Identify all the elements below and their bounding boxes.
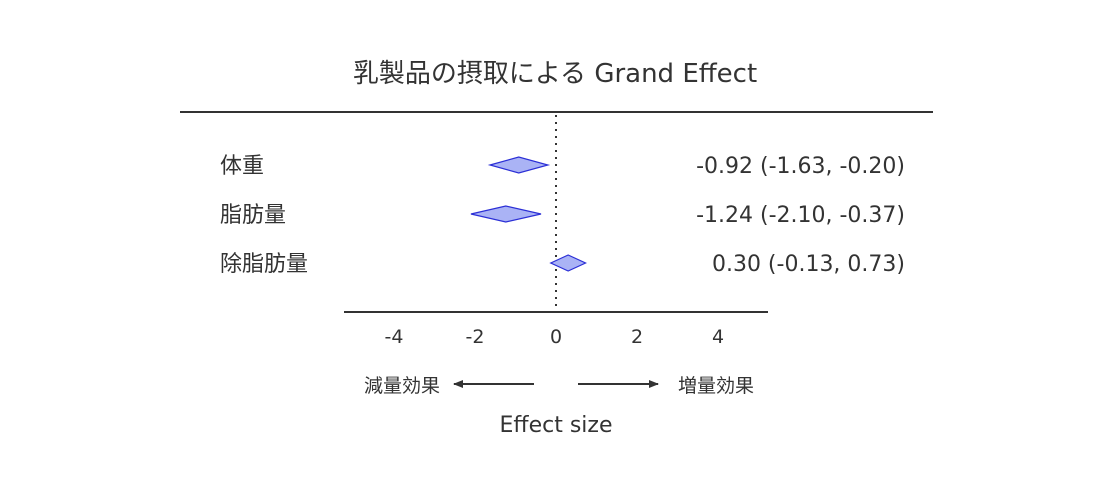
direction-left-label: 減量効果 [364, 375, 440, 397]
direction-right-label: 増量効果 [678, 375, 754, 397]
x-tick-label: 4 [712, 326, 724, 348]
x-tick-label: -4 [385, 326, 404, 348]
forest-row: 脂肪量 -1.24 (-2.10, -0.37) [220, 203, 905, 228]
chart-title: 乳製品の摂取による Grand Effect [353, 59, 757, 89]
row-label: 脂肪量 [220, 203, 286, 228]
effect-diamond [549, 254, 588, 272]
effect-diamond [470, 205, 542, 223]
x-tick-label: 0 [550, 326, 562, 348]
row-ci-text: 0.30 (-0.13, 0.73) [712, 252, 905, 277]
effect-diamond [487, 156, 551, 174]
forest-row: 体重 -0.92 (-1.63, -0.20) [220, 154, 905, 179]
x-axis-label: Effect size [500, 413, 613, 438]
row-label: 除脂肪量 [220, 252, 308, 277]
x-tick-label: 2 [631, 326, 643, 348]
row-ci-text: -0.92 (-1.63, -0.20) [696, 154, 905, 179]
row-ci-text: -1.24 (-2.10, -0.37) [696, 203, 905, 228]
x-tick-label: -2 [466, 326, 485, 348]
row-label: 体重 [220, 154, 264, 179]
forest-row: 除脂肪量 0.30 (-0.13, 0.73) [220, 252, 905, 277]
